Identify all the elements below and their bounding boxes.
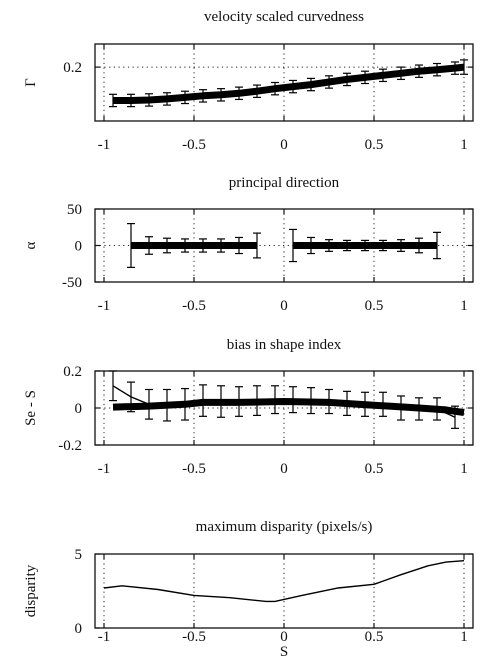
chart-panel-4: maximum disparity (pixels/s) -1 -0.5 0 0.5 1 5… (23, 519, 474, 645)
x-tick-label: 1 (460, 137, 468, 153)
chart-title: velocity scaled curvedness (204, 9, 364, 25)
x-tick-label: 0.5 (365, 629, 384, 645)
y-axis-label: disparity (23, 564, 39, 617)
plot-frame (94, 553, 474, 629)
x-tick-label: 0.5 (365, 298, 384, 314)
y-tick-label: -50 (62, 275, 82, 291)
series-line (103, 560, 465, 603)
y-tick-label: 5 (75, 547, 83, 563)
x-tick-label: 1 (460, 461, 468, 477)
y-axis-label: Γ (23, 78, 39, 87)
series-1 (109, 59, 468, 108)
series-line (113, 63, 465, 104)
chart-title: principal direction (229, 175, 340, 191)
series-1 (127, 223, 261, 268)
chart-title: bias in shape index (227, 337, 342, 353)
x-tick-label: 1 (460, 298, 468, 314)
chart-panel-2: principal direction -1 -0.5 0 0.5 1 50 0 -50 α (23, 175, 474, 314)
x-tick-label: -1 (98, 137, 111, 153)
x-tick-label: 0.5 (365, 461, 384, 477)
series-1 (103, 560, 465, 603)
y-tick-label: 0.2 (63, 60, 82, 76)
series-2 (289, 228, 441, 263)
x-tick-label: 1 (460, 629, 468, 645)
x-tick-label: 0 (280, 137, 288, 153)
chart-panel-1: velocity scaled curvedness -1 -0.5 0 0.5 1 0.2… (23, 9, 474, 153)
x-tick-label: 0 (280, 629, 288, 645)
y-tick-label: 0 (75, 621, 83, 637)
y-tick-label: -0.2 (58, 438, 82, 454)
x-tick-label: 0 (280, 461, 288, 477)
chart-title: maximum disparity (pixels/s) (196, 519, 373, 535)
chart-panel-3: bias in shape index -1 -0.5 0 0.5 1 0.2 0 -0.2 Se… (23, 337, 474, 477)
y-axis-label: Se - S (23, 390, 39, 426)
x-tick-label: -1 (98, 298, 111, 314)
x-tick-label: -1 (98, 461, 111, 477)
x-tick-label: -0.5 (182, 461, 206, 477)
y-tick-label: 50 (67, 202, 82, 218)
x-tick-label: -0.5 (182, 137, 206, 153)
y-tick-label: 0 (75, 239, 83, 255)
plots-container: velocity scaled curvedness -1 -0.5 0 0.5 1 0.2… (23, 9, 474, 645)
y-tick-label: 0.2 (63, 364, 82, 380)
series-line (112, 398, 465, 417)
x-tick-label: -0.5 (182, 629, 206, 645)
y-tick-label: 0 (75, 401, 83, 417)
y-axis-label: α (23, 241, 39, 249)
x-tick-label: 0.5 (365, 137, 384, 153)
x-tick-label: -1 (98, 629, 111, 645)
series-2 (112, 398, 465, 417)
x-tick-label: 0 (280, 298, 288, 314)
x-tick-label: -0.5 (182, 298, 206, 314)
shared-x-axis-label: S (280, 644, 288, 660)
